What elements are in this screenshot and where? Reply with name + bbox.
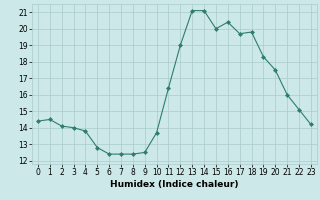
X-axis label: Humidex (Indice chaleur): Humidex (Indice chaleur): [110, 180, 239, 189]
